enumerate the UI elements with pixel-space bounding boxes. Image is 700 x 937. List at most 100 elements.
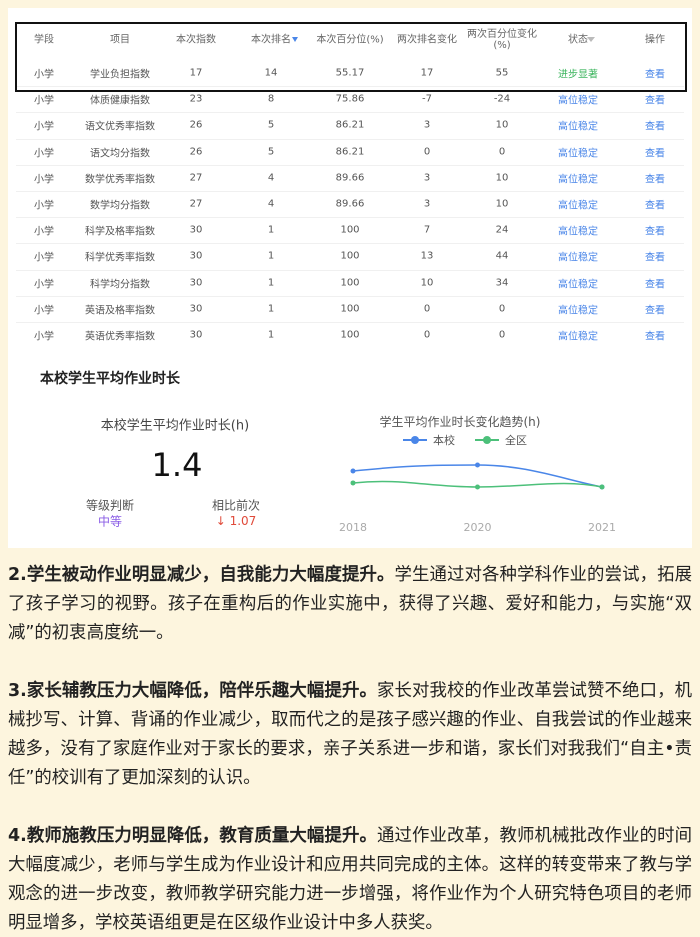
- row-divider: [16, 112, 684, 114]
- table-cell: 1: [267, 224, 275, 236]
- paragraphs: 2.学生被动作业明显减少，自我能力大幅度提升。学生通过对各种学科作业的尝试，拓展…: [8, 561, 692, 937]
- table-cell: 30: [189, 329, 203, 341]
- table-cell: 高位稳定: [558, 305, 598, 317]
- table-cell: 小学: [34, 200, 54, 212]
- view-link[interactable]: 查看: [645, 174, 665, 186]
- table-cell: 89.66: [335, 198, 365, 210]
- data-point: [475, 462, 480, 468]
- view-link[interactable]: 查看: [645, 279, 665, 291]
- paragraph-lead: 4.教师施教压力明显降低，教育质量大幅提升。: [8, 826, 377, 846]
- table-cell: 小学: [34, 279, 54, 291]
- table-cell: 高位稳定: [558, 121, 598, 133]
- table-cell: 小学: [34, 95, 54, 107]
- table-cell: -24: [493, 93, 511, 105]
- legend-label: 本校: [433, 433, 455, 447]
- x-tick-label: 2018: [339, 521, 367, 534]
- view-link[interactable]: 查看: [645, 148, 665, 160]
- table-cell: 1: [267, 250, 275, 262]
- column-header: 状态: [568, 34, 588, 46]
- column-header: 项目: [110, 34, 130, 46]
- table-cell: 10: [495, 119, 509, 131]
- table-cell: 30: [189, 277, 203, 289]
- table-cell: 27: [189, 198, 203, 210]
- row-divider: [16, 269, 684, 271]
- table-cell: 89.66: [335, 172, 365, 184]
- legend-marker: [483, 436, 491, 444]
- column-header: 两次排名变化: [397, 34, 457, 46]
- table-cell: 30: [189, 303, 203, 315]
- table-cell: 科学均分指数: [90, 279, 150, 291]
- table-cell: 100: [340, 277, 360, 289]
- table-cell: 10: [495, 172, 509, 184]
- table-cell: 0: [423, 146, 431, 158]
- table-cell: 高位稳定: [558, 331, 598, 343]
- row-divider: [16, 217, 684, 219]
- compare-label: 相比前次: [211, 498, 261, 513]
- data-point: [475, 484, 480, 490]
- table-cell: 0: [423, 303, 431, 315]
- table-cell: 科学及格率指数: [85, 226, 155, 238]
- row-divider: [16, 243, 684, 245]
- paragraph-body: 家长对我校的作业改革尝试赞不绝口，机械抄写、计算、背诵的作业减少，取而代之的是孩…: [8, 681, 692, 788]
- view-link[interactable]: 查看: [645, 331, 665, 343]
- report-panel: [8, 8, 692, 548]
- table-cell: 小学: [34, 331, 54, 343]
- row-divider: [16, 191, 684, 192]
- table-cell: 100: [340, 303, 360, 315]
- table-cell: 1: [267, 303, 275, 315]
- view-link[interactable]: 查看: [645, 305, 665, 317]
- highlight-box: [15, 22, 687, 92]
- view-link[interactable]: 查看: [645, 121, 665, 133]
- sort-icon: [292, 37, 298, 42]
- table-cell: 英语及格率指数: [85, 305, 155, 317]
- paragraph: 3.家长辅教压力大幅降低，陪伴乐趣大幅提升。家长对我校的作业改革尝试赞不绝口，机…: [8, 677, 692, 793]
- table-cell: 语文优秀率指数: [85, 121, 155, 133]
- table-cell: 小学: [34, 69, 54, 81]
- table-cell: 高位稳定: [558, 200, 598, 212]
- view-link[interactable]: 查看: [645, 226, 665, 238]
- compare: ↓ 1.07: [215, 514, 257, 528]
- table-cell: 100: [340, 250, 360, 262]
- view-link[interactable]: 查看: [645, 200, 665, 212]
- table-cell: 13: [420, 250, 434, 262]
- paragraph: 4.教师施教压力明显降低，教育质量大幅提升。通过作业改革，教师机械批改作业的时间…: [8, 822, 692, 937]
- table-cell: 0: [498, 146, 506, 158]
- table-cell: 高位稳定: [558, 174, 598, 186]
- view-link[interactable]: 查看: [645, 69, 665, 81]
- table-cell: 10: [495, 198, 509, 210]
- table-cell: 26: [189, 146, 203, 158]
- table-cell: 学业负担指数: [90, 69, 150, 81]
- paragraph-body: 通过作业改革，教师机械批改作业的时间大幅度减少，老师与学生成为作业设计和应用共同…: [8, 826, 692, 933]
- column-header: 学段: [34, 34, 54, 46]
- legend-label: 全区: [505, 433, 527, 447]
- table-cell: 7: [423, 224, 431, 236]
- table-cell: 高位稳定: [558, 252, 598, 264]
- paragraph-body: 学生通过对各种学科作业的尝试，拓展了孩子学习的视野。孩子在重构后的作业实施中，获…: [8, 565, 692, 643]
- table-cell: 23: [189, 93, 203, 105]
- table-cell: 100: [340, 224, 360, 236]
- table-cell: -7: [422, 93, 432, 105]
- table-cell: 86.21: [335, 119, 365, 131]
- table-cell: 1: [267, 329, 275, 341]
- row-divider: [16, 164, 684, 166]
- table-cell: 进步显著: [558, 69, 598, 81]
- table-cell: 小学: [34, 305, 54, 317]
- table-cell: 4: [267, 198, 275, 210]
- table-cell: 24: [495, 224, 509, 236]
- table-cell: 高位稳定: [558, 226, 598, 238]
- row-divider: [16, 322, 684, 323]
- table-cell: 数学均分指数: [90, 200, 150, 212]
- data-point: [350, 480, 356, 486]
- table-cell: 34: [495, 277, 509, 289]
- view-link[interactable]: 查看: [645, 252, 665, 264]
- x-tick-label: 2021: [588, 521, 616, 534]
- table-cell: 0: [498, 329, 506, 341]
- row-divider: [16, 138, 684, 140]
- table-cell: 17: [420, 67, 434, 79]
- data-point: [599, 484, 605, 490]
- table-cell: 高位稳定: [558, 279, 598, 291]
- view-link[interactable]: 查看: [645, 95, 665, 107]
- table-cell: 体质健康指数: [90, 95, 150, 107]
- paragraph: 2.学生被动作业明显减少，自我能力大幅度提升。学生通过对各种学科作业的尝试，拓展…: [8, 561, 692, 648]
